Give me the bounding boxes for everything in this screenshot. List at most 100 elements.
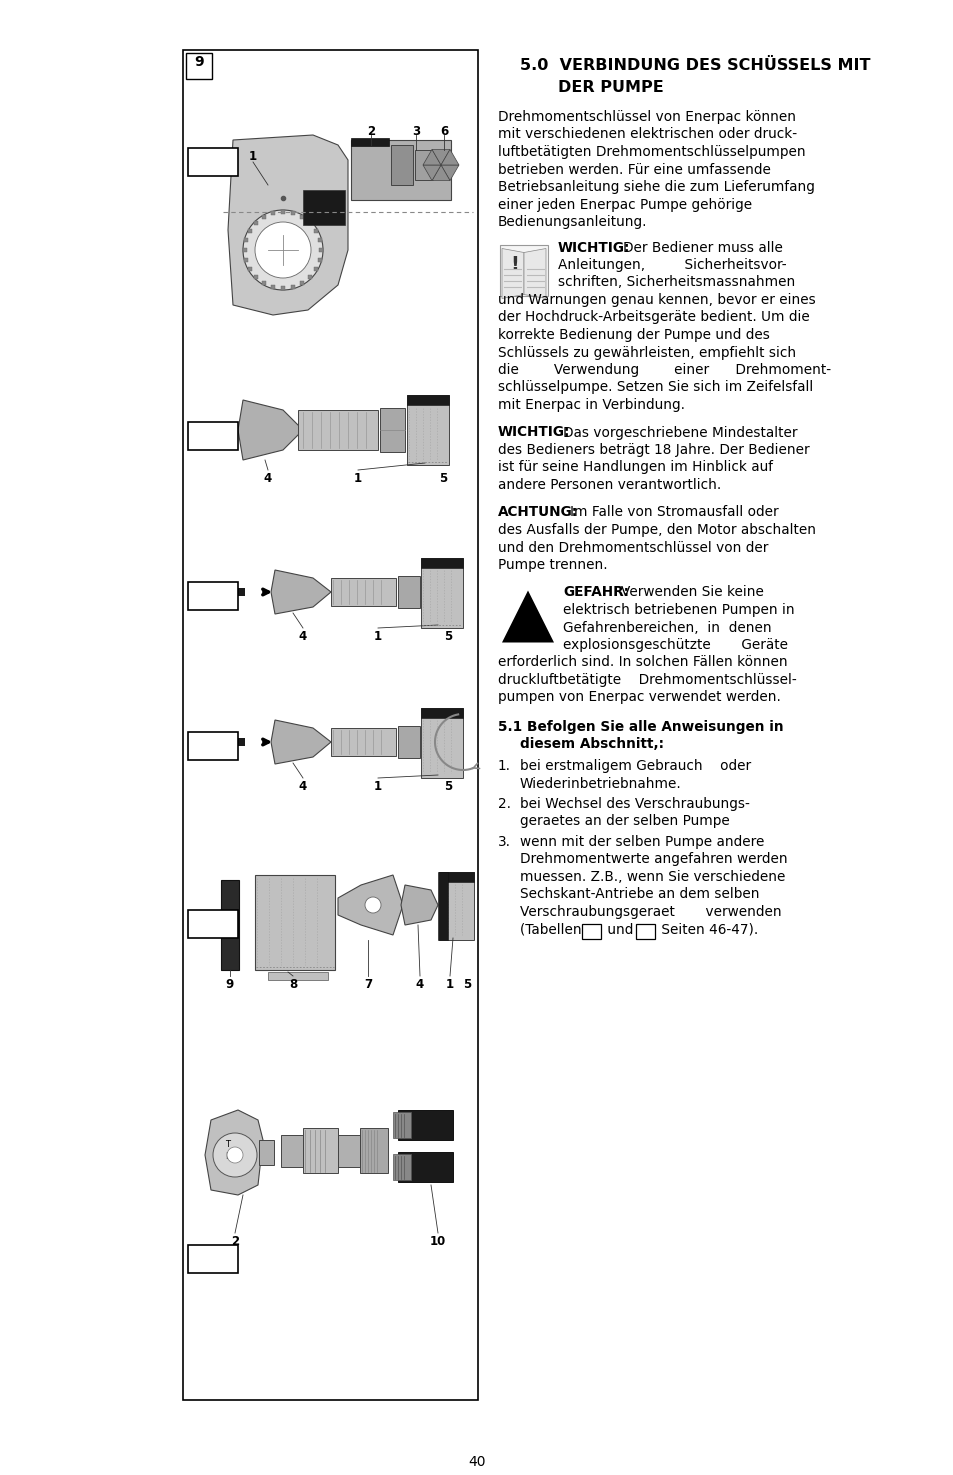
Text: bei erstmaligem Gebrauch    oder: bei erstmaligem Gebrauch oder <box>519 760 750 773</box>
Text: elektrisch betriebenen Pumpen in: elektrisch betriebenen Pumpen in <box>562 603 794 617</box>
Text: 1.: 1. <box>497 760 511 773</box>
Bar <box>420 558 462 568</box>
Text: 1: 1 <box>374 780 381 794</box>
Text: wenn mit der selben Pumpe andere: wenn mit der selben Pumpe andere <box>519 835 763 850</box>
Text: 1: 1 <box>354 472 362 485</box>
Bar <box>248 267 252 271</box>
Text: Im Falle von Stromausfall oder: Im Falle von Stromausfall oder <box>569 506 778 519</box>
Bar <box>281 286 285 291</box>
Bar <box>331 578 395 606</box>
Text: Verschraubungsgeraet       verwenden: Verschraubungsgeraet verwenden <box>519 906 781 919</box>
Bar <box>221 881 239 971</box>
Text: 3: 3 <box>412 125 419 139</box>
Bar <box>258 1140 274 1165</box>
Circle shape <box>213 1133 256 1177</box>
Polygon shape <box>205 1111 263 1195</box>
Circle shape <box>227 1148 243 1162</box>
Text: 6: 6 <box>439 125 448 139</box>
Text: 5: 5 <box>438 472 447 485</box>
Bar <box>351 139 389 146</box>
Text: 1: 1 <box>445 978 454 991</box>
Text: Drehmomentschlüssel von Enerpac können: Drehmomentschlüssel von Enerpac können <box>497 111 795 124</box>
Text: Wiederinbetriebnahme.: Wiederinbetriebnahme. <box>519 776 681 791</box>
Bar <box>397 1152 453 1181</box>
Bar <box>317 237 321 242</box>
Polygon shape <box>337 875 402 935</box>
Bar <box>268 972 328 979</box>
Polygon shape <box>400 885 437 925</box>
Text: A1: A1 <box>581 923 599 937</box>
Bar <box>437 872 448 940</box>
Bar <box>183 50 477 1400</box>
Bar <box>188 910 237 938</box>
Bar <box>337 1134 359 1167</box>
Bar <box>281 209 285 214</box>
Text: Bedienungsanleitung.: Bedienungsanleitung. <box>497 215 647 229</box>
Polygon shape <box>228 136 348 316</box>
Bar <box>303 190 345 226</box>
Text: B: B <box>207 423 218 440</box>
Text: schriften, Sicherheitsmassnahmen: schriften, Sicherheitsmassnahmen <box>558 276 795 289</box>
Bar <box>308 221 312 226</box>
Bar <box>407 395 449 406</box>
Bar <box>359 1128 388 1173</box>
Bar <box>499 245 547 295</box>
Text: 4: 4 <box>298 780 307 794</box>
Text: und Warnungen genau kennen, bevor er eines: und Warnungen genau kennen, bevor er ein… <box>497 294 815 307</box>
Text: E: E <box>208 912 218 926</box>
Text: Gefahrenbereichen,  in  denen: Gefahrenbereichen, in denen <box>562 621 771 634</box>
Bar <box>248 229 252 233</box>
Text: D: D <box>207 735 219 749</box>
Text: korrekte Bedienung der Pumpe und des: korrekte Bedienung der Pumpe und des <box>497 327 769 342</box>
Text: 9: 9 <box>226 978 233 991</box>
Bar <box>236 738 245 746</box>
Text: bei Wechsel des Verschraubungs-: bei Wechsel des Verschraubungs- <box>519 796 749 811</box>
Text: Verwenden Sie keine: Verwenden Sie keine <box>620 586 763 599</box>
Bar <box>262 215 266 220</box>
Polygon shape <box>440 149 458 165</box>
Bar <box>271 211 274 215</box>
Text: 5: 5 <box>443 780 452 794</box>
Polygon shape <box>440 165 458 180</box>
Bar <box>397 1111 453 1140</box>
Text: 5: 5 <box>462 978 471 991</box>
Circle shape <box>243 209 323 291</box>
Polygon shape <box>422 149 440 165</box>
Text: C: C <box>207 584 218 599</box>
Bar <box>397 577 419 608</box>
Text: WICHTIG:: WICHTIG: <box>497 425 570 440</box>
Text: 4: 4 <box>298 630 307 643</box>
Text: Sechskant-Antriebe an dem selben: Sechskant-Antriebe an dem selben <box>519 888 759 901</box>
Bar <box>415 150 433 180</box>
Text: des Ausfalls der Pumpe, den Motor abschalten: des Ausfalls der Pumpe, den Motor abscha… <box>497 524 815 537</box>
Bar <box>299 215 304 220</box>
Bar <box>318 248 323 252</box>
Bar <box>223 738 231 746</box>
Circle shape <box>365 897 380 913</box>
Bar <box>420 708 462 718</box>
Text: 5.0  VERBINDUNG DES SCHÜSSELS MIT: 5.0 VERBINDUNG DES SCHÜSSELS MIT <box>519 58 869 72</box>
Bar <box>581 923 600 938</box>
Text: die        Verwendung        einer      Drehmoment-: die Verwendung einer Drehmoment- <box>497 363 830 378</box>
Text: 9: 9 <box>194 55 204 69</box>
Text: Drehmomentwerte angefahren werden: Drehmomentwerte angefahren werden <box>519 853 787 866</box>
Text: 2.: 2. <box>497 796 511 811</box>
Polygon shape <box>271 720 331 764</box>
Bar <box>299 280 304 285</box>
Bar <box>308 274 312 279</box>
Text: 40: 40 <box>468 1454 485 1469</box>
Text: 10: 10 <box>430 1235 446 1248</box>
Bar <box>254 875 335 971</box>
Text: 5.1 Befolgen Sie alle Anweisungen in: 5.1 Befolgen Sie alle Anweisungen in <box>497 720 782 735</box>
Bar <box>303 1128 337 1173</box>
Text: A2: A2 <box>635 923 654 937</box>
Bar <box>243 248 247 252</box>
Bar <box>420 708 462 777</box>
Text: muessen. Z.B., wenn Sie verschiedene: muessen. Z.B., wenn Sie verschiedene <box>519 870 784 884</box>
Bar <box>244 237 248 242</box>
Bar <box>331 729 395 757</box>
Text: 2: 2 <box>231 1235 239 1248</box>
Polygon shape <box>237 400 303 460</box>
Text: des Bedieners beträgt 18 Jahre. Der Bediener: des Bedieners beträgt 18 Jahre. Der Bedi… <box>497 442 809 457</box>
Bar <box>297 410 377 450</box>
